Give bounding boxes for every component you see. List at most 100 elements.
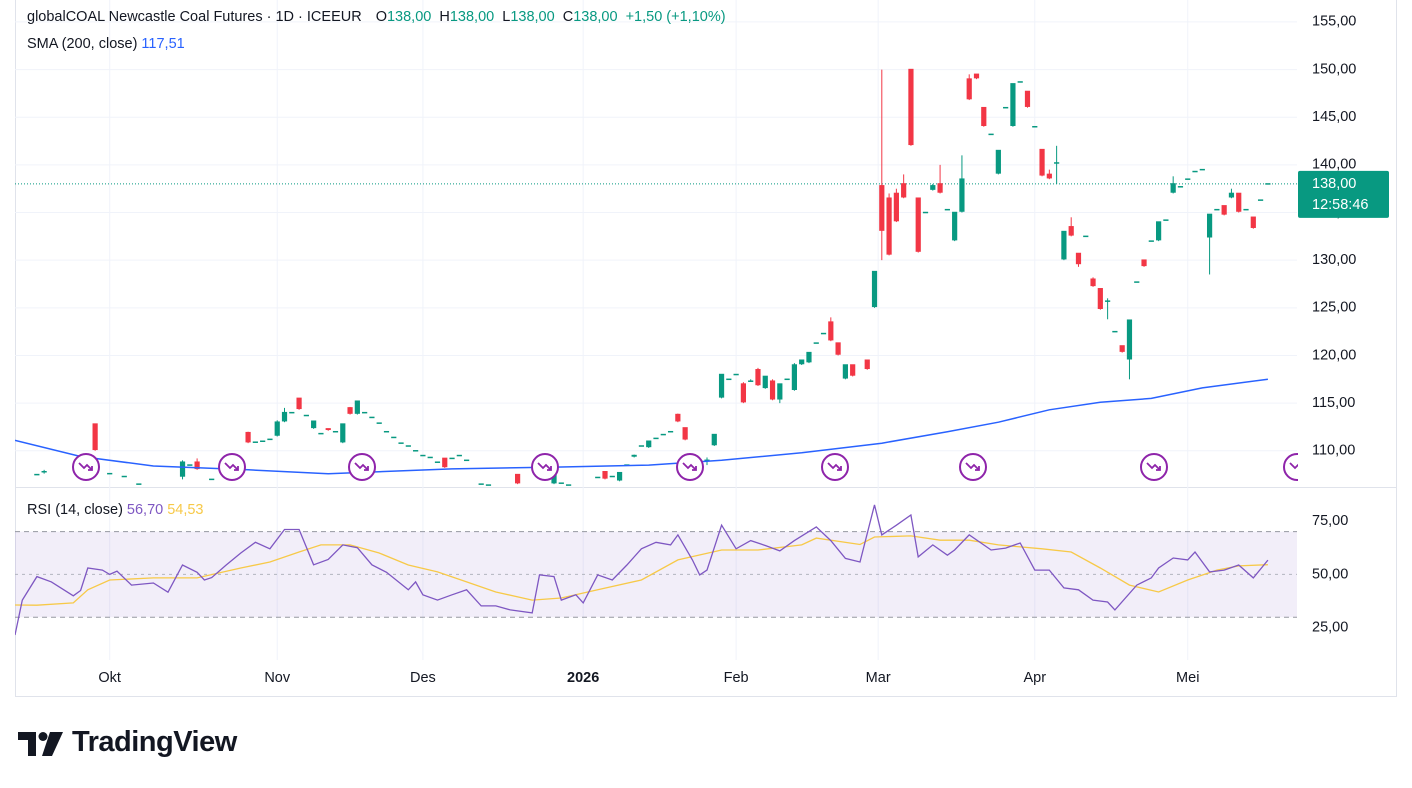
candle-body (1126, 319, 1133, 360)
candle-body (908, 68, 914, 146)
brand-name: TradingView (72, 726, 237, 758)
ohlc-key: C (562, 9, 574, 25)
rsi-ma-line (15, 535, 1268, 606)
candle-body (820, 332, 827, 335)
event-icon (531, 453, 559, 481)
event-arrow (1289, 462, 1298, 470)
candle-body (1083, 235, 1089, 238)
candle-body (733, 373, 739, 376)
candle-body (1141, 259, 1147, 267)
candle-body (1185, 178, 1191, 180)
rsi-pane (15, 504, 1269, 636)
y-tick-label: 125,00 (1312, 300, 1356, 316)
candle-body (1199, 168, 1205, 171)
candle-body (667, 430, 674, 433)
candle-body (1228, 192, 1235, 198)
candle-body (1003, 106, 1009, 109)
y-tick-label: 130,00 (1312, 252, 1356, 268)
y-tick-label: 50,00 (1312, 566, 1348, 582)
candle-body (1054, 162, 1060, 164)
event-icon (218, 453, 246, 481)
candle-body (354, 400, 360, 414)
candle-body (952, 211, 958, 241)
x-tick-label: Feb (724, 670, 749, 686)
sma-name: SMA (200, close) (27, 36, 138, 52)
candle-body (485, 484, 492, 486)
ohlc-value: 138,00 (386, 9, 432, 25)
event-icon (348, 453, 376, 481)
candle-body (413, 450, 419, 452)
event-icon (1283, 453, 1298, 481)
event-arrow (1146, 462, 1161, 471)
candle-body (973, 73, 980, 79)
candle-body (871, 270, 878, 308)
candle-body (660, 433, 666, 436)
candle-body (930, 185, 936, 190)
candle-body (179, 461, 186, 477)
last-price-label: 138,00 (1312, 176, 1356, 192)
candle-body (1097, 288, 1103, 309)
candle-body (1068, 226, 1074, 236)
candle-body (456, 454, 462, 457)
sma-line (15, 378, 1268, 475)
candle-body (711, 433, 717, 446)
candle-body (995, 149, 1001, 174)
candle-body (194, 461, 200, 470)
candle-body (1061, 230, 1067, 260)
candle-body (303, 414, 309, 417)
x-tick-label: 2026 (567, 670, 599, 686)
x-tick-label: Okt (98, 670, 121, 686)
candle-body (1112, 330, 1118, 333)
candle-body (442, 457, 448, 468)
sma-legend: SMA (200, close) 117,51 (27, 36, 189, 52)
candle-body (565, 484, 572, 486)
candle-body (791, 364, 797, 390)
ohlc-key: O (375, 9, 387, 25)
candle-body (121, 475, 127, 478)
y-tick-label: 140,00 (1312, 157, 1356, 173)
main-legend: globalCOAL Newcastle Coal Futures · 1D ·… (27, 9, 730, 25)
candle-body (1024, 90, 1031, 107)
candle-body (937, 183, 943, 193)
candle-body (653, 437, 659, 440)
candle-body (398, 442, 404, 444)
candle-body (638, 445, 645, 447)
candle-body (1090, 278, 1096, 287)
event-arrow (965, 462, 980, 471)
candle-body (893, 192, 899, 222)
candle-body (1010, 83, 1016, 127)
candle-body (799, 359, 805, 365)
candle-body (107, 472, 113, 475)
candle-body (762, 375, 768, 389)
candle-body (362, 411, 368, 414)
candle-body (1148, 240, 1154, 242)
candle-body (813, 342, 819, 344)
candle-body (777, 383, 783, 400)
candle-body (252, 441, 258, 443)
rsi-legend: RSI (14, close) 56,70 54,53 (27, 502, 208, 518)
event-icon (821, 453, 849, 481)
rsi-value: 56,70 (126, 502, 164, 518)
event-icon (676, 453, 704, 481)
ohlc-value: 138,00 (510, 9, 555, 25)
rsi-line (15, 504, 1269, 636)
candle-body (187, 464, 193, 466)
event-arrow (682, 462, 697, 471)
candle-body (274, 421, 280, 436)
candle-body (558, 482, 564, 484)
candle-body (449, 457, 455, 460)
candle-body (1046, 173, 1052, 179)
candle-body (726, 378, 732, 381)
candle-body (1156, 221, 1162, 241)
event-circle (1283, 453, 1298, 481)
x-tick-label: Mar (866, 670, 891, 686)
sma-value: 117,51 (141, 36, 185, 52)
candle-body (616, 471, 623, 481)
x-tick-label: Mei (1176, 670, 1199, 686)
event-arrow (537, 462, 552, 471)
candle-body (325, 428, 331, 431)
rsi-ma-value: 54,53 (167, 502, 204, 518)
candle-body (296, 397, 302, 410)
price-pane (15, 68, 1298, 486)
